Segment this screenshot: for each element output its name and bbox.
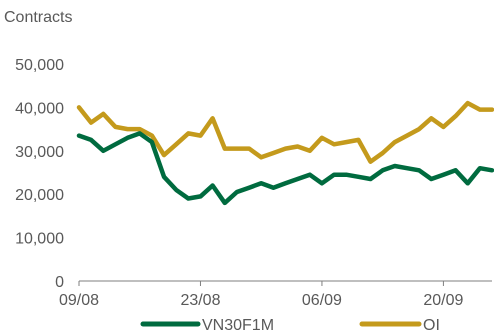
y-tick-label: 10,000 — [15, 231, 64, 248]
legend: VN30F1M OI — [140, 317, 440, 334]
series-line-vn30f1m — [76, 131, 494, 206]
y-tick-label: 0 — [55, 274, 64, 291]
x-tick-label: 20/09 — [423, 292, 463, 309]
y-tick-label: 30,000 — [15, 144, 64, 161]
x-tick-label: 09/08 — [59, 292, 99, 309]
legend-label-oi: OI — [423, 317, 440, 334]
x-tick-label: 06/09 — [302, 292, 342, 309]
x-tick-label: 23/08 — [180, 292, 220, 309]
y-axis-labels: 0 10,000 20,000 30,000 40,000 50,000 — [15, 57, 64, 291]
legend-label-vn30f1m: VN30F1M — [202, 317, 274, 334]
series-line-oi — [76, 100, 494, 164]
y-tick-label: 20,000 — [15, 187, 64, 204]
chart-title: Contracts — [4, 9, 72, 26]
series-lines — [76, 100, 494, 206]
y-tick-label: 50,000 — [15, 57, 64, 74]
x-axis: 09/08 23/08 06/09 20/09 — [59, 280, 492, 309]
y-tick-label: 40,000 — [15, 100, 64, 117]
